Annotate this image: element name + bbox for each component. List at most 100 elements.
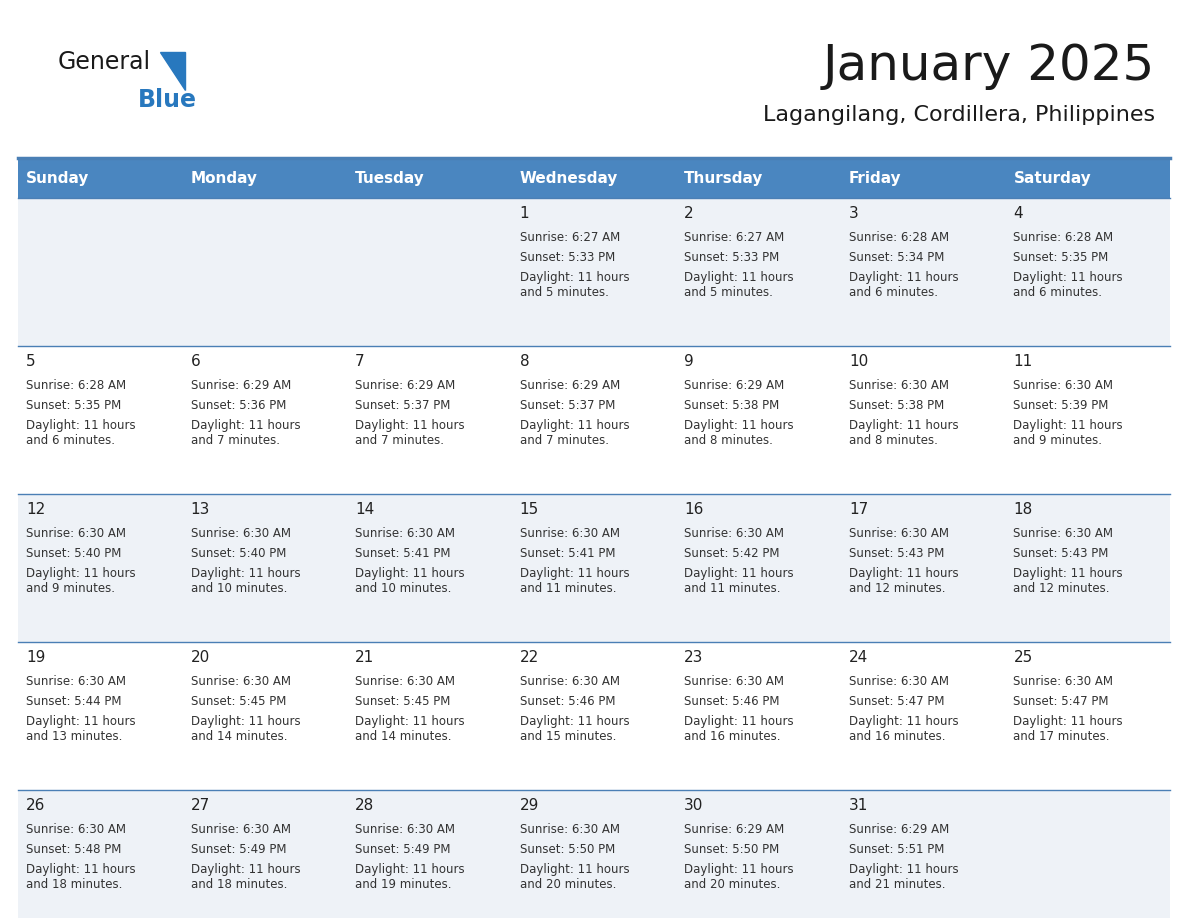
Bar: [18, 642, 1170, 790]
Text: Daylight: 11 hours
and 13 minutes.: Daylight: 11 hours and 13 minutes.: [26, 715, 135, 743]
Text: Daylight: 11 hours
and 19 minutes.: Daylight: 11 hours and 19 minutes.: [355, 863, 465, 891]
Bar: [18, 198, 1170, 346]
Bar: [18, 790, 1170, 918]
Text: 7: 7: [355, 354, 365, 369]
Text: Daylight: 11 hours
and 8 minutes.: Daylight: 11 hours and 8 minutes.: [849, 419, 959, 447]
Text: Daylight: 11 hours
and 20 minutes.: Daylight: 11 hours and 20 minutes.: [519, 863, 630, 891]
Text: Daylight: 11 hours
and 14 minutes.: Daylight: 11 hours and 14 minutes.: [355, 715, 465, 743]
Text: 8: 8: [519, 354, 530, 369]
Text: Sunset: 5:33 PM: Sunset: 5:33 PM: [684, 251, 779, 264]
Bar: [841, 158, 1005, 198]
Bar: [183, 158, 347, 198]
Text: 25: 25: [1013, 650, 1032, 665]
Bar: [512, 158, 676, 198]
Bar: [676, 158, 841, 198]
Text: 16: 16: [684, 502, 703, 517]
Text: 28: 28: [355, 798, 374, 813]
Text: Daylight: 11 hours
and 11 minutes.: Daylight: 11 hours and 11 minutes.: [519, 567, 630, 595]
Text: 4: 4: [1013, 206, 1023, 221]
Text: Sunset: 5:51 PM: Sunset: 5:51 PM: [849, 843, 944, 856]
Text: Daylight: 11 hours
and 18 minutes.: Daylight: 11 hours and 18 minutes.: [26, 863, 135, 891]
Text: Daylight: 11 hours
and 21 minutes.: Daylight: 11 hours and 21 minutes.: [849, 863, 959, 891]
Text: Wednesday: Wednesday: [519, 171, 618, 185]
Text: 31: 31: [849, 798, 868, 813]
Text: 15: 15: [519, 502, 539, 517]
Text: Sunset: 5:44 PM: Sunset: 5:44 PM: [26, 695, 121, 708]
Text: Thursday: Thursday: [684, 171, 764, 185]
Text: Sunrise: 6:30 AM: Sunrise: 6:30 AM: [355, 527, 455, 540]
Text: 24: 24: [849, 650, 868, 665]
Text: Daylight: 11 hours
and 5 minutes.: Daylight: 11 hours and 5 minutes.: [519, 271, 630, 299]
Text: Sunrise: 6:29 AM: Sunrise: 6:29 AM: [684, 823, 784, 836]
Text: Daylight: 11 hours
and 17 minutes.: Daylight: 11 hours and 17 minutes.: [1013, 715, 1123, 743]
Text: 11: 11: [1013, 354, 1032, 369]
Text: 10: 10: [849, 354, 868, 369]
Text: Daylight: 11 hours
and 8 minutes.: Daylight: 11 hours and 8 minutes.: [684, 419, 794, 447]
Bar: [1005, 158, 1170, 198]
Text: Daylight: 11 hours
and 11 minutes.: Daylight: 11 hours and 11 minutes.: [684, 567, 794, 595]
Text: Saturday: Saturday: [1013, 171, 1092, 185]
Text: Sunset: 5:49 PM: Sunset: 5:49 PM: [355, 843, 450, 856]
Text: 9: 9: [684, 354, 694, 369]
Text: Sunset: 5:35 PM: Sunset: 5:35 PM: [1013, 251, 1108, 264]
Text: Tuesday: Tuesday: [355, 171, 425, 185]
Text: 23: 23: [684, 650, 703, 665]
Text: Daylight: 11 hours
and 18 minutes.: Daylight: 11 hours and 18 minutes.: [190, 863, 301, 891]
Text: 21: 21: [355, 650, 374, 665]
Text: Sunrise: 6:30 AM: Sunrise: 6:30 AM: [849, 379, 949, 392]
Text: Sunset: 5:39 PM: Sunset: 5:39 PM: [1013, 399, 1108, 412]
Bar: [18, 158, 183, 198]
Text: Sunset: 5:36 PM: Sunset: 5:36 PM: [190, 399, 286, 412]
Text: Sunrise: 6:28 AM: Sunrise: 6:28 AM: [1013, 231, 1113, 244]
Text: Sunset: 5:38 PM: Sunset: 5:38 PM: [684, 399, 779, 412]
Text: Sunday: Sunday: [26, 171, 89, 185]
Text: Sunset: 5:50 PM: Sunset: 5:50 PM: [684, 843, 779, 856]
Text: Sunset: 5:40 PM: Sunset: 5:40 PM: [190, 547, 286, 560]
Text: Sunset: 5:40 PM: Sunset: 5:40 PM: [26, 547, 121, 560]
Text: 30: 30: [684, 798, 703, 813]
Text: Daylight: 11 hours
and 9 minutes.: Daylight: 11 hours and 9 minutes.: [26, 567, 135, 595]
Bar: [18, 346, 1170, 494]
Text: 19: 19: [26, 650, 45, 665]
Text: Sunrise: 6:30 AM: Sunrise: 6:30 AM: [684, 527, 784, 540]
Text: Sunset: 5:33 PM: Sunset: 5:33 PM: [519, 251, 615, 264]
Text: Sunset: 5:35 PM: Sunset: 5:35 PM: [26, 399, 121, 412]
Text: 13: 13: [190, 502, 210, 517]
Text: 2: 2: [684, 206, 694, 221]
Text: General: General: [58, 50, 151, 74]
Text: Sunrise: 6:27 AM: Sunrise: 6:27 AM: [519, 231, 620, 244]
Text: 26: 26: [26, 798, 45, 813]
Text: 27: 27: [190, 798, 210, 813]
Text: Sunrise: 6:30 AM: Sunrise: 6:30 AM: [1013, 675, 1113, 688]
Text: Sunrise: 6:28 AM: Sunrise: 6:28 AM: [26, 379, 126, 392]
Text: Sunset: 5:47 PM: Sunset: 5:47 PM: [1013, 695, 1108, 708]
Text: Daylight: 11 hours
and 16 minutes.: Daylight: 11 hours and 16 minutes.: [684, 715, 794, 743]
Text: Daylight: 11 hours
and 20 minutes.: Daylight: 11 hours and 20 minutes.: [684, 863, 794, 891]
Text: Sunset: 5:45 PM: Sunset: 5:45 PM: [190, 695, 286, 708]
Text: January 2025: January 2025: [823, 42, 1155, 90]
Text: Sunrise: 6:29 AM: Sunrise: 6:29 AM: [190, 379, 291, 392]
Text: Sunset: 5:46 PM: Sunset: 5:46 PM: [684, 695, 779, 708]
Text: Sunset: 5:37 PM: Sunset: 5:37 PM: [519, 399, 615, 412]
Text: 6: 6: [190, 354, 201, 369]
Text: 20: 20: [190, 650, 210, 665]
Text: 18: 18: [1013, 502, 1032, 517]
Text: 3: 3: [849, 206, 859, 221]
Text: Blue: Blue: [138, 88, 197, 112]
Text: Daylight: 11 hours
and 7 minutes.: Daylight: 11 hours and 7 minutes.: [190, 419, 301, 447]
Text: Sunrise: 6:29 AM: Sunrise: 6:29 AM: [355, 379, 455, 392]
Text: Daylight: 11 hours
and 6 minutes.: Daylight: 11 hours and 6 minutes.: [1013, 271, 1123, 299]
Text: 29: 29: [519, 798, 539, 813]
Text: Sunset: 5:47 PM: Sunset: 5:47 PM: [849, 695, 944, 708]
Text: 14: 14: [355, 502, 374, 517]
Text: Sunrise: 6:30 AM: Sunrise: 6:30 AM: [1013, 379, 1113, 392]
Bar: [18, 494, 1170, 642]
Text: Sunrise: 6:30 AM: Sunrise: 6:30 AM: [849, 675, 949, 688]
Text: Daylight: 11 hours
and 7 minutes.: Daylight: 11 hours and 7 minutes.: [519, 419, 630, 447]
Text: Monday: Monday: [190, 171, 258, 185]
Text: Sunset: 5:41 PM: Sunset: 5:41 PM: [519, 547, 615, 560]
Text: Sunrise: 6:29 AM: Sunrise: 6:29 AM: [684, 379, 784, 392]
Text: Friday: Friday: [849, 171, 902, 185]
Text: 5: 5: [26, 354, 36, 369]
Text: Daylight: 11 hours
and 7 minutes.: Daylight: 11 hours and 7 minutes.: [355, 419, 465, 447]
